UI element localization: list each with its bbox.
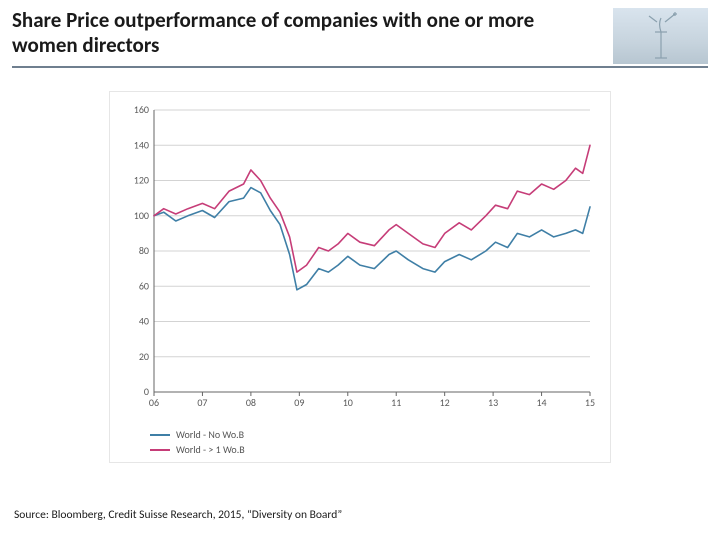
svg-text:14: 14	[536, 396, 546, 409]
svg-text:160: 160	[134, 104, 149, 116]
svg-text:140: 140	[134, 138, 149, 151]
legend-item: World - No Wo.B	[150, 428, 245, 441]
svg-text:60: 60	[139, 279, 149, 292]
svg-text:100: 100	[134, 209, 149, 222]
svg-text:11: 11	[391, 396, 401, 409]
chart-area: 0204060801001201401600607080910111213141…	[122, 104, 598, 412]
svg-text:15: 15	[585, 396, 595, 409]
svg-text:40: 40	[139, 315, 149, 328]
svg-text:20: 20	[139, 350, 149, 363]
legend-swatch	[150, 434, 170, 436]
chart-card: 0204060801001201401600607080910111213141…	[110, 92, 610, 462]
legend-item: World - > 1 Wo.B	[150, 443, 245, 456]
line-chart: 0204060801001201401600607080910111213141…	[122, 104, 598, 412]
svg-text:80: 80	[139, 244, 149, 257]
svg-text:06: 06	[149, 396, 159, 409]
logo	[613, 8, 708, 64]
svg-text:13: 13	[488, 396, 498, 409]
statue-icon	[641, 12, 681, 60]
page-title: Share Price outperformance of companies …	[12, 8, 602, 58]
header: Share Price outperformance of companies …	[12, 8, 708, 66]
header-rule	[12, 66, 708, 68]
svg-text:10: 10	[343, 396, 353, 409]
svg-text:09: 09	[294, 396, 304, 409]
legend-label: World - > 1 Wo.B	[176, 443, 245, 456]
svg-text:120: 120	[134, 174, 149, 187]
legend-label: World - No Wo.B	[176, 428, 244, 441]
legend: World - No Wo.B World - > 1 Wo.B	[150, 426, 245, 456]
legend-swatch	[150, 449, 170, 451]
svg-text:08: 08	[246, 396, 256, 409]
svg-text:07: 07	[197, 396, 207, 409]
source-citation: Source: Bloomberg, Credit Suisse Researc…	[14, 508, 342, 522]
svg-text:12: 12	[440, 396, 450, 409]
